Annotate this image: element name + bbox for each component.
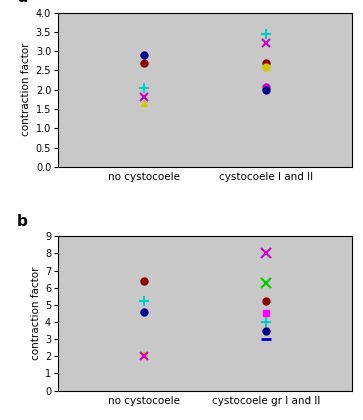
Y-axis label: contraction factor: contraction factor: [21, 43, 32, 136]
Y-axis label: contraction factor: contraction factor: [31, 267, 41, 360]
Text: a: a: [17, 0, 27, 5]
Text: b: b: [17, 214, 28, 228]
